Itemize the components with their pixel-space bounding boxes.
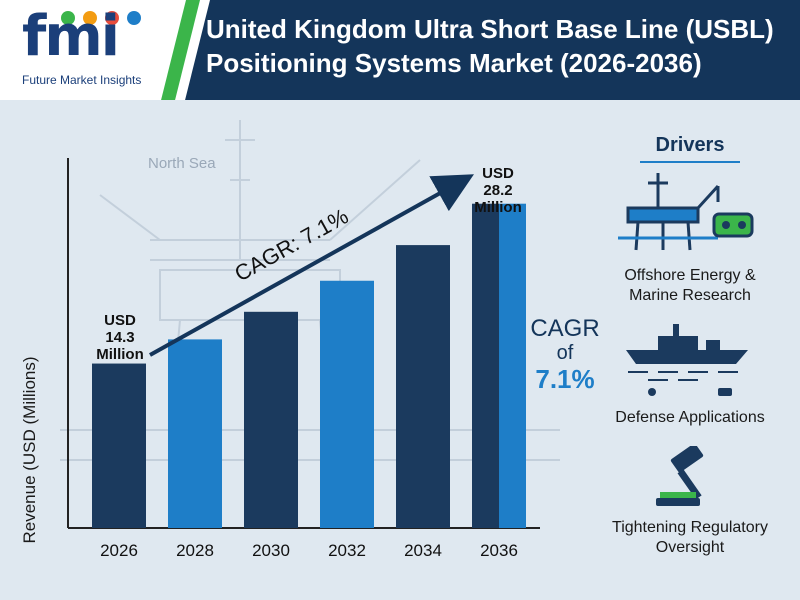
cagr-callout-value: 7.1% bbox=[535, 364, 595, 394]
first-value-label-line3: Million bbox=[96, 346, 144, 363]
chart-area: North Sea 2026 2028 2030 2032 2034 2036 USD 1… bbox=[0, 100, 600, 600]
drivers-title: Drivers bbox=[640, 134, 740, 163]
brand-logo: fmi bbox=[22, 4, 120, 69]
rov-icon bbox=[712, 212, 754, 238]
first-value-label-line1: USD bbox=[104, 312, 136, 329]
logo-icons bbox=[61, 11, 141, 25]
bars-group bbox=[92, 203, 526, 528]
last-value-label-line3: Million bbox=[474, 199, 522, 216]
first-value-label-line2: 14.3 bbox=[105, 329, 134, 346]
driver-label-offshore-line1: Offshore Energy & bbox=[624, 267, 756, 284]
bar-2030 bbox=[244, 311, 298, 528]
page-title: United Kingdom Ultra Short Base Line (US… bbox=[206, 14, 774, 78]
cagr-callout-line1: CAGR bbox=[530, 315, 600, 342]
bar-2036 bbox=[472, 203, 499, 528]
x-tick-label-2034: 2034 bbox=[404, 541, 442, 560]
last-value-label-line2: 28.2 bbox=[483, 182, 512, 199]
bar-2032 bbox=[320, 280, 374, 528]
brand-subtitle: Future Market Insights bbox=[22, 73, 142, 87]
header-banner: fmi Future Market Insights United Kingdo… bbox=[0, 0, 800, 100]
offshore-platform-icon bbox=[618, 173, 754, 251]
naval-ship-icon bbox=[626, 324, 748, 396]
bar-2034 bbox=[396, 245, 450, 528]
bar-2036-highlight bbox=[499, 203, 526, 528]
driver-label-offshore: Offshore Energy & Marine Research bbox=[590, 266, 790, 306]
driver-label-offshore-line2: Marine Research bbox=[629, 287, 751, 304]
cagr-arrow bbox=[149, 174, 474, 357]
x-tick-label-2028: 2028 bbox=[176, 541, 214, 560]
last-value-label-line1: USD bbox=[482, 165, 514, 182]
driver-label-defense-line1: Defense Applications bbox=[615, 409, 765, 426]
x-tick-label-2036: 2036 bbox=[480, 541, 518, 560]
x-tick-label-2026: 2026 bbox=[100, 541, 138, 560]
y-axis-label: Revenue (USD (Millions) bbox=[20, 356, 39, 544]
x-tick-labels: 2026 2028 2030 2032 2034 2036 bbox=[100, 541, 518, 560]
bar-2026 bbox=[92, 363, 146, 528]
gavel-icon bbox=[656, 446, 704, 506]
cagr-callout: CAGR of 7.1% bbox=[520, 315, 610, 395]
driver-label-regulatory: Tightening Regulatory Oversight bbox=[590, 518, 790, 558]
driver-label-regulatory-line2: Oversight bbox=[655, 539, 725, 556]
background-label: North Sea bbox=[148, 155, 216, 172]
driver-label-defense: Defense Applications bbox=[590, 408, 790, 428]
cagr-callout-line2: of bbox=[556, 342, 574, 364]
driver-label-regulatory-line1: Tightening Regulatory bbox=[612, 519, 768, 536]
bar-2028 bbox=[168, 339, 222, 528]
bar-chart: North Sea 2026 2028 2030 2032 2034 2036 USD 1… bbox=[60, 120, 560, 560]
x-tick-label-2032: 2032 bbox=[328, 541, 366, 560]
x-tick-label-2030: 2030 bbox=[252, 541, 290, 560]
